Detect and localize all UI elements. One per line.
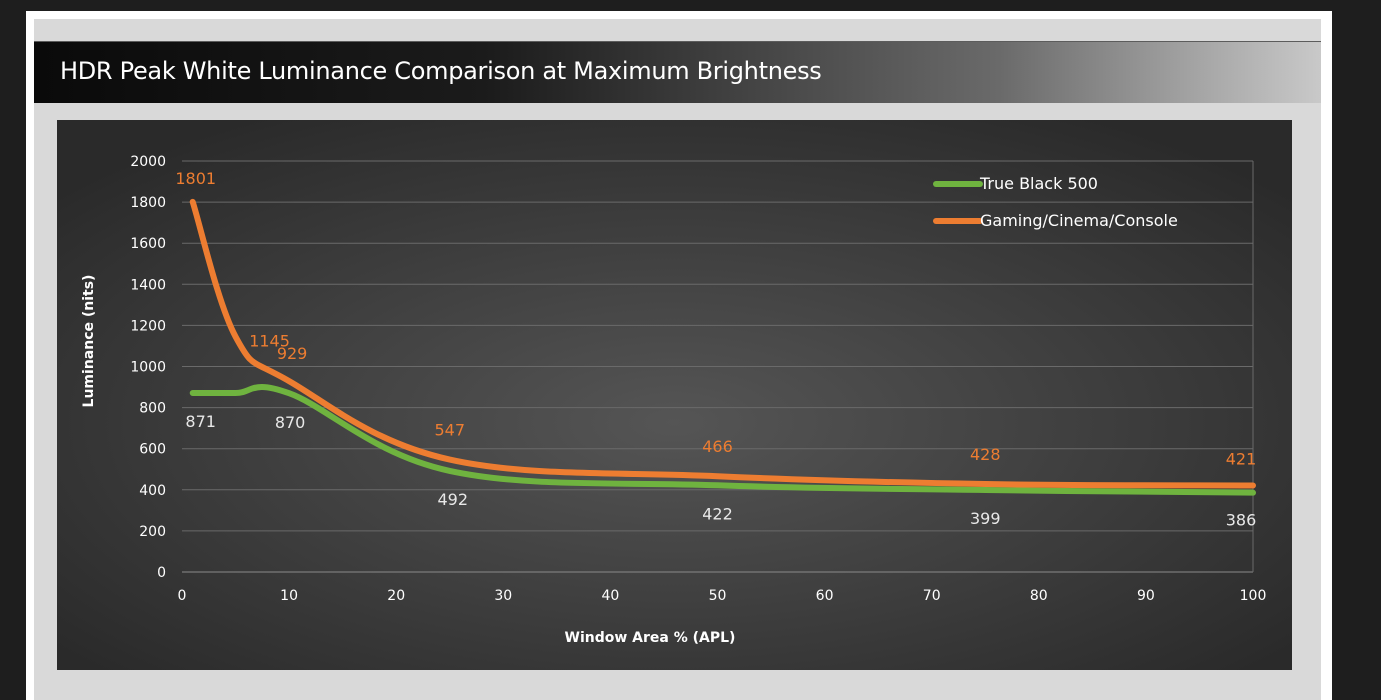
data-label: 1145 (249, 332, 290, 351)
y-tick-label: 1600 (130, 236, 166, 252)
data-label: 492 (437, 490, 468, 509)
x-tick-label: 90 (1137, 588, 1155, 604)
y-tick-label: 1000 (130, 360, 166, 376)
data-label: 547 (434, 421, 465, 440)
y-tick-label: 600 (139, 442, 166, 458)
plot-background (57, 120, 1292, 670)
x-tick-label: 20 (387, 588, 405, 604)
data-label: 428 (970, 445, 1001, 464)
data-label: 386 (1226, 511, 1257, 530)
legend-label: Gaming/Cinema/Console (980, 211, 1178, 230)
y-axis-title: Luminance (nits) (81, 275, 97, 408)
data-label: 399 (970, 509, 1001, 528)
data-label: 421 (1226, 449, 1257, 468)
chart-title: HDR Peak White Luminance Comparison at M… (60, 57, 822, 85)
y-tick-label: 0 (157, 565, 166, 581)
x-tick-label: 70 (923, 588, 941, 604)
x-tick-label: 0 (178, 588, 187, 604)
x-tick-label: 30 (494, 588, 512, 604)
title-bar: HDR Peak White Luminance Comparison at M… (34, 41, 1321, 103)
x-tick-label: 80 (1030, 588, 1048, 604)
y-tick-label: 1200 (130, 318, 166, 334)
y-tick-label: 200 (139, 524, 166, 540)
y-tick-label: 800 (139, 401, 166, 417)
data-label: 929 (277, 344, 308, 363)
data-label: 871 (185, 412, 216, 431)
y-tick-label: 1400 (130, 277, 166, 293)
y-tick-label: 2000 (130, 154, 166, 170)
x-tick-label: 10 (280, 588, 298, 604)
x-tick-label: 60 (816, 588, 834, 604)
data-label: 870 (275, 413, 306, 432)
series-line-true-black-500 (189, 383, 1256, 496)
x-tick-label: 50 (709, 588, 727, 604)
x-tick-label: 40 (601, 588, 619, 604)
legend-label: True Black 500 (979, 174, 1098, 193)
x-axis-title: Window Area % (APL) (565, 630, 736, 646)
data-label: 1801 (175, 169, 216, 188)
y-tick-label: 400 (139, 483, 166, 499)
data-label: 466 (702, 437, 733, 456)
x-tick-label: 100 (1240, 588, 1267, 604)
series-line-gaming-cinema-console (189, 198, 1256, 489)
data-label: 422 (702, 504, 733, 523)
y-tick-label: 1800 (130, 195, 166, 211)
